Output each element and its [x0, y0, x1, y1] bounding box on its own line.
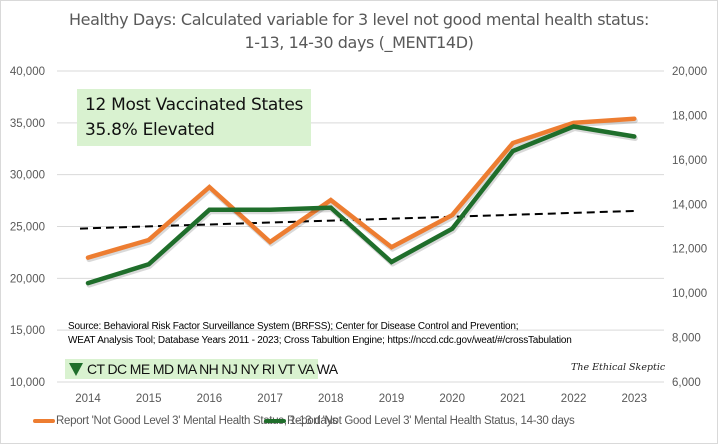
left-axis: 10,000 15,000 20,000 25,000 30,000 35,000 40,0…: [10, 66, 45, 389]
x-tick-label: 2015: [136, 393, 162, 405]
right-tick-label: 20,000: [672, 66, 707, 78]
legend-swatch-green: [264, 419, 286, 423]
right-tick-label: 16,000: [672, 155, 707, 167]
callout-line1: 12 Most Vaccinated States: [85, 95, 304, 115]
series-14-30-days-line: [85, 124, 637, 286]
left-tick-label: 35,000: [10, 118, 45, 130]
source-note: Source: Behavioral Risk Factor Surveilla…: [68, 320, 572, 348]
right-tick-label: 12,000: [672, 244, 707, 256]
right-tick-label: 14,000: [672, 199, 707, 211]
x-tick-label: 2017: [257, 393, 283, 405]
x-tick-label: 2014: [75, 393, 101, 405]
legend-label: Report 'Not Good Level 3' Mental Health …: [56, 415, 338, 427]
x-tick-label: 2022: [561, 393, 587, 405]
left-tick-label: 20,000: [10, 273, 45, 285]
legend-item-1-13-days: Report 'Not Good Level 3' Mental Health …: [33, 415, 338, 427]
left-tick-label: 15,000: [10, 325, 45, 337]
down-triangle-icon: [69, 363, 83, 376]
x-tick-label: 2021: [500, 393, 526, 405]
left-tick-label: 40,000: [10, 66, 45, 78]
states-box: CT DC ME MD MA NH NJ NY RI VT VA WA: [65, 359, 338, 379]
legend-item-14-30-days: Report 'Not Good Level 3' Mental Health …: [264, 415, 575, 427]
source-line2: WEAT Analysis Tool; Database Years 2011 …: [68, 335, 572, 346]
watermark: The Ethical Skeptic: [571, 362, 666, 373]
callout-line2: 35.8% Elevated: [85, 120, 215, 140]
right-axis: 6,000 8,000 10,000 12,000 14,000 16,000 18,000…: [672, 66, 707, 389]
right-tick-label: 10,000: [672, 288, 707, 300]
left-tick-label: 30,000: [10, 170, 45, 182]
x-tick-label: 2016: [197, 393, 223, 405]
series-1-13-days-line: [85, 116, 637, 260]
states-label: CT DC ME MD MA NH NJ NY RI VT VA WA: [87, 361, 338, 377]
series-14-30-days-shadow: [86, 126, 638, 288]
chart-title-line1: Healthy Days: Calculated variable for 3 …: [69, 10, 649, 29]
chart-title: Healthy Days: Calculated variable for 3 …: [0, 8, 718, 54]
legend-label: Report 'Not Good Level 3' Mental Health …: [287, 415, 575, 427]
left-tick-label: 25,000: [10, 222, 45, 234]
chart-title-line2: 1-13, 14-30 days (_MENT14D): [244, 33, 474, 52]
x-tick-label: 2019: [379, 393, 405, 405]
x-tick-label: 2023: [622, 393, 648, 405]
legend: Report 'Not Good Level 3' Mental Health …: [0, 415, 718, 433]
right-tick-label: 18,000: [672, 110, 707, 122]
x-tick-label: 2018: [318, 393, 344, 405]
x-tick-label: 2020: [439, 393, 465, 405]
right-tick-label: 6,000: [672, 377, 701, 389]
source-line1: Source: Behavioral Risk Factor Surveilla…: [68, 321, 519, 332]
right-tick-label: 8,000: [672, 333, 701, 345]
legend-swatch-orange: [33, 419, 55, 423]
x-axis: 2014 2015 2016 2017 2018 2019 2020 2021 2022 2023: [75, 393, 647, 405]
series-group: [85, 116, 638, 288]
left-tick-label: 10,000: [10, 377, 45, 389]
callout-box: 12 Most Vaccinated States 35.8% Elevated: [77, 89, 311, 146]
